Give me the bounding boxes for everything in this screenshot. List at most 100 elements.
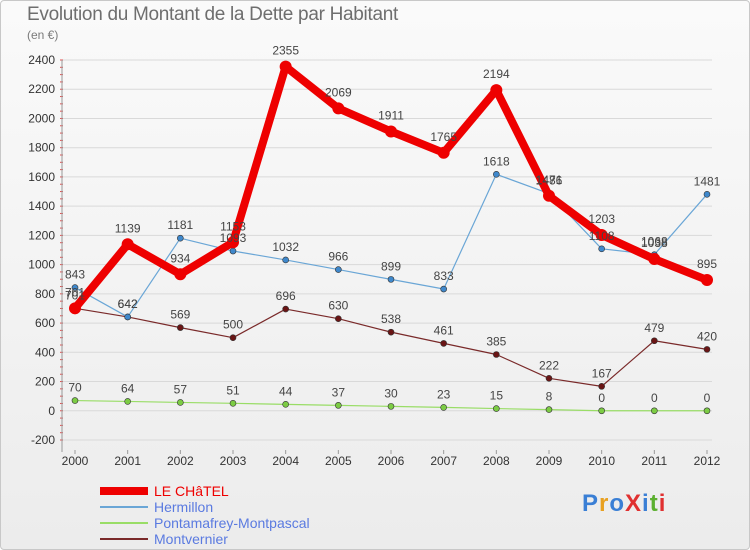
data-point [493, 351, 500, 358]
data-label: 385 [486, 335, 506, 349]
legend-swatch [100, 538, 148, 540]
data-point [440, 285, 447, 293]
series-line-1 [74, 173, 708, 318]
legend-swatch [100, 522, 148, 524]
x-tick-label: 2010 [588, 454, 615, 468]
data-label: 696 [276, 289, 296, 303]
data-point [71, 397, 79, 404]
y-tick-label: 2200 [28, 82, 55, 96]
legend-swatch [100, 506, 148, 508]
data-label: 642 [118, 297, 138, 311]
data-label: 899 [381, 259, 401, 273]
data-point [387, 276, 395, 283]
y-tick-label: 1800 [28, 141, 55, 155]
data-label: 1068 [641, 235, 668, 249]
data-point [387, 328, 395, 336]
data-point [124, 313, 131, 321]
legend-label: Montvernier [154, 531, 228, 547]
x-tick-label: 2005 [325, 454, 352, 468]
y-tick-label: 0 [48, 404, 55, 418]
data-label: 538 [381, 312, 401, 326]
data-label: 30 [384, 386, 398, 400]
chart-title: Evolution du Montant de la Dette par Hab… [27, 4, 398, 25]
data-label: 2194 [483, 67, 510, 81]
y-tick-label: 2000 [28, 111, 55, 125]
logo-letter: r [599, 490, 610, 517]
data-label: 479 [644, 321, 664, 335]
x-tick-label: 2012 [694, 454, 721, 468]
y-tick-label: 400 [35, 345, 55, 359]
y-tick-label: 800 [35, 287, 55, 301]
y-tick-label: -200 [31, 433, 55, 447]
legend-label: Pontamafrey-Montpascal [154, 515, 310, 531]
data-label: 70 [68, 381, 82, 395]
x-tick-label: 2011 [641, 454, 667, 468]
y-tick-label: 600 [35, 316, 55, 330]
data-point [71, 284, 79, 291]
y-tick-label: 200 [35, 375, 55, 389]
data-point [227, 236, 239, 249]
data-label: 701 [65, 285, 85, 299]
legend-item: Pontamafrey-Montpascal [100, 515, 360, 531]
data-point [387, 403, 395, 410]
data-label: 1486 [536, 174, 563, 188]
x-tick-label: 2004 [272, 454, 299, 468]
data-point [282, 305, 289, 313]
data-point [598, 245, 605, 253]
data-point [648, 253, 661, 266]
data-point [598, 383, 605, 390]
chart-unit-label: (en €) [27, 28, 59, 42]
data-point [229, 400, 237, 407]
data-point [177, 324, 184, 331]
data-point [703, 407, 711, 415]
data-point [335, 266, 342, 273]
data-point [543, 189, 555, 202]
data-label: 1203 [588, 212, 615, 226]
y-tick-label: 1600 [28, 170, 55, 184]
logo-letter: o [609, 490, 626, 517]
data-point [703, 191, 711, 198]
x-tick-label: 2003 [220, 454, 247, 468]
data-point [282, 401, 289, 408]
data-label: 0 [704, 391, 711, 405]
data-point [440, 340, 447, 347]
data-label: 1093 [220, 231, 247, 245]
data-label: 1765 [430, 130, 457, 144]
legend-item: Montvernier [100, 531, 360, 547]
data-label: 23 [437, 387, 451, 401]
data-label: 57 [174, 382, 188, 396]
y-tick-label: 2400 [28, 53, 55, 67]
data-label: 167 [592, 366, 612, 380]
logo-letter: i [642, 490, 650, 517]
data-label: 2355 [272, 44, 299, 58]
data-label: 833 [434, 269, 454, 283]
y-tick-label: 1200 [28, 228, 55, 242]
data-point [545, 375, 553, 382]
data-point [545, 406, 553, 413]
data-point [121, 238, 134, 251]
logo-letter: X [625, 490, 643, 517]
legend-item: LE CHâTEL [100, 483, 360, 499]
data-point [651, 337, 658, 345]
data-point [174, 268, 187, 281]
data-point [229, 247, 237, 255]
data-label: 1618 [483, 154, 510, 168]
x-tick-label: 2007 [430, 454, 457, 468]
data-label: 500 [223, 318, 243, 332]
data-label: 701 [65, 288, 85, 302]
data-label: 0 [651, 391, 658, 405]
logo-letter: i [658, 490, 667, 517]
legend-swatch [100, 487, 148, 495]
data-label: 51 [226, 383, 240, 397]
data-label: 966 [328, 250, 348, 264]
data-point [598, 407, 605, 415]
data-label: 895 [697, 257, 717, 271]
data-point [490, 84, 503, 97]
data-label: 1181 [167, 218, 193, 232]
data-label: 8 [546, 390, 553, 404]
data-label: 64 [121, 381, 135, 395]
data-point [177, 234, 184, 242]
data-label: 1139 [115, 221, 141, 235]
